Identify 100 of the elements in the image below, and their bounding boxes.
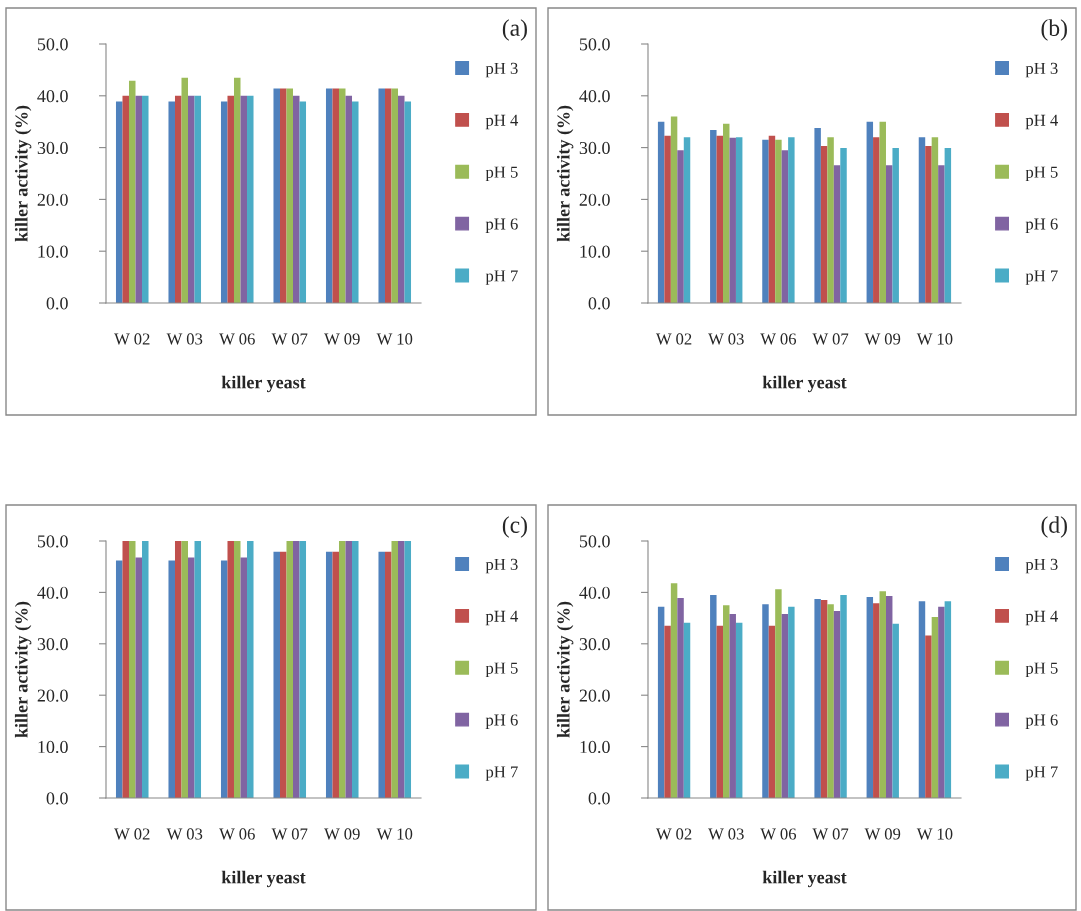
bar — [115, 101, 123, 303]
legend-label: pH 7 — [1025, 766, 1058, 781]
bar — [194, 95, 202, 303]
y-tick-label: 40.0 — [37, 586, 68, 599]
x-tick-label: W 02 — [114, 828, 150, 840]
bar — [352, 101, 359, 303]
y-tick-label: 40.0 — [579, 586, 610, 599]
text: (c) — [502, 516, 527, 538]
bar — [247, 95, 254, 303]
x-axis-title: killer yeast — [221, 375, 306, 393]
legend-label: pH 7 — [1025, 270, 1058, 285]
bar — [404, 101, 412, 303]
bar — [338, 88, 346, 303]
bar — [286, 88, 293, 303]
x-axis-title: killer yeast — [221, 870, 306, 888]
bar — [918, 601, 926, 798]
bar — [892, 623, 899, 798]
legend-label: pH 6 — [1025, 714, 1058, 729]
bar — [833, 610, 841, 798]
legend-label: pH 7 — [485, 270, 518, 285]
x-tick-label: W 09 — [864, 333, 901, 345]
y-tick-label: 50.0 — [579, 535, 610, 548]
y-tick-label: 50.0 — [37, 38, 68, 51]
bar — [944, 601, 952, 798]
x-tick-label: W 09 — [324, 333, 360, 345]
y-tick-label: 30.0 — [37, 638, 68, 651]
bar — [181, 77, 188, 303]
x-tick-label: W 10 — [376, 828, 413, 840]
legend-label: pH 5 — [1025, 662, 1058, 678]
x-tick-label: W 07 — [271, 828, 308, 840]
x-tick-label: W 10 — [376, 333, 413, 345]
bar — [332, 88, 339, 303]
legend-label: pH 7 — [485, 766, 518, 781]
bar — [220, 101, 228, 303]
bar — [775, 589, 782, 798]
x-tick-label: W 06 — [760, 828, 797, 840]
bar — [391, 88, 398, 303]
bar — [240, 95, 248, 303]
x-tick-label: W 06 — [760, 333, 797, 345]
bar — [233, 77, 241, 303]
text: (d) — [1041, 516, 1067, 538]
y-tick-label: 20.0 — [37, 689, 68, 702]
x-tick-label: W 03 — [708, 333, 744, 345]
bar — [384, 88, 392, 303]
x-tick-label: W 07 — [271, 333, 308, 345]
bar — [788, 606, 795, 798]
bar — [827, 604, 834, 798]
bar — [378, 88, 385, 303]
y-axis-title: killer activity (%) — [14, 601, 32, 738]
x-tick-label: W 03 — [708, 828, 744, 840]
bar — [729, 613, 736, 798]
bar — [735, 622, 743, 798]
bar — [670, 583, 678, 798]
bar — [657, 606, 665, 798]
bar — [866, 597, 874, 798]
bar — [122, 95, 129, 303]
bar — [873, 603, 880, 798]
y-axis-title: killer activity (%) — [556, 601, 574, 738]
x-tick-label: W 02 — [655, 333, 692, 345]
bar — [879, 591, 886, 798]
legend-label: pH 3 — [485, 62, 518, 78]
bar — [925, 635, 932, 798]
x-tick-label: W 10 — [916, 828, 953, 840]
x-tick-label: W 02 — [114, 333, 150, 345]
bar — [768, 625, 776, 798]
legend-label: pH 5 — [485, 662, 518, 678]
bar — [174, 95, 182, 303]
bar — [227, 95, 234, 303]
text: (a) — [502, 19, 527, 41]
legend-label: pH 4 — [1025, 610, 1058, 626]
legend-label: pH 3 — [1025, 62, 1058, 78]
y-tick-label: 50.0 — [579, 38, 610, 51]
bar — [325, 88, 333, 303]
bar — [273, 88, 280, 303]
bar — [677, 598, 684, 798]
y-tick-label: 30.0 — [37, 141, 68, 155]
legend-label: pH 6 — [485, 218, 518, 233]
y-tick-label: 10.0 — [38, 245, 68, 258]
bar — [710, 594, 717, 798]
legend-label: pH 5 — [485, 166, 518, 182]
x-axis-title: killer yeast — [762, 375, 847, 393]
text: (b) — [1041, 19, 1067, 41]
x-tick-label: W 09 — [324, 828, 360, 840]
legend-label: pH 6 — [485, 714, 518, 729]
bar — [142, 95, 149, 303]
x-tick-label: W 03 — [166, 828, 203, 840]
bar — [168, 101, 175, 303]
y-tick-label: 0.0 — [46, 297, 68, 310]
y-tick-label: 40.0 — [37, 90, 68, 103]
y-tick-label: 0.0 — [46, 792, 68, 805]
legend-label: pH 4 — [1025, 114, 1058, 130]
y-tick-label: 20.0 — [37, 193, 68, 206]
y-tick-label: 30.0 — [579, 638, 610, 651]
bar — [781, 613, 789, 798]
y-tick-label: 0.0 — [588, 297, 610, 310]
bar — [683, 622, 691, 798]
bar — [299, 101, 307, 303]
legend-label: pH 3 — [1025, 558, 1058, 574]
y-tick-label: 0.0 — [588, 792, 610, 805]
y-tick-label: 10.0 — [38, 740, 68, 754]
